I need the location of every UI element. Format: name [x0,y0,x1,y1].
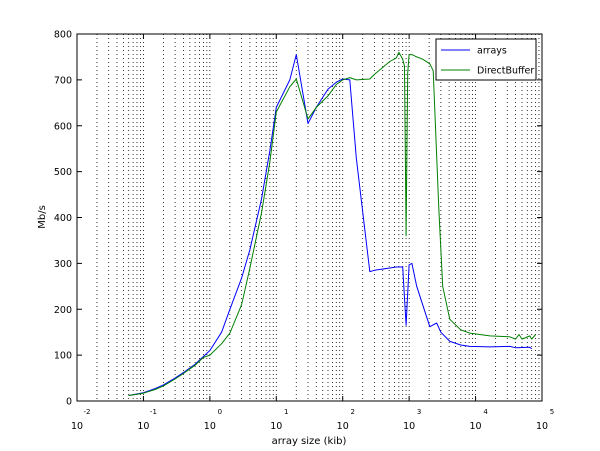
legend: arrays DirectBuffer [435,38,537,81]
series-line-arrays [128,54,532,396]
y-tick-label: 600 [54,121,72,132]
y-tick-label: 500 [54,167,72,178]
x-tick-label-base: 10 [204,421,216,432]
y-tick-label: 100 [54,351,72,362]
x-tick-label-exponent: 2 [350,408,354,416]
x-tick-label-base: 10 [470,421,482,432]
x-tick-label-base: 10 [403,421,415,432]
plot-area [77,34,542,401]
series-line-directbuffer [128,51,536,396]
x-tick-label-base: 10 [536,421,548,432]
x-tick-label-base: 10 [337,421,349,432]
x-tick-label-exponent: -2 [84,408,91,416]
x-tick-label-base: 10 [270,421,282,432]
y-tick-label: 400 [54,213,72,224]
legend-label-directbuffer: DirectBuffer [477,66,534,77]
legend-label-arrays: arrays [477,46,507,57]
x-tick-label-exponent: 4 [483,408,488,416]
y-tick-label: 700 [54,75,72,86]
y-tick-label: 200 [54,305,72,316]
y-tick-label: 300 [54,259,72,270]
y-axis-label: Mb/s [37,205,48,229]
y-tick-label: 800 [54,30,72,41]
x-tick-label-exponent: 0 [218,408,222,416]
x-tick-label-exponent: 5 [550,408,554,416]
x-tick-label-exponent: 1 [284,408,288,416]
y-tick-label: 0 [66,397,72,408]
x-tick-label-exponent: -1 [150,408,157,416]
x-axis-label: array size (kib) [272,436,347,447]
x-tick-label-exponent: 3 [417,408,421,416]
series-lines [128,51,536,396]
x-tick-label-base: 10 [71,421,83,432]
x-tick-label-base: 10 [137,421,149,432]
y-axis: 0 100 200 300 400 500 600 700 800 [54,30,542,408]
legend-box [435,38,537,81]
